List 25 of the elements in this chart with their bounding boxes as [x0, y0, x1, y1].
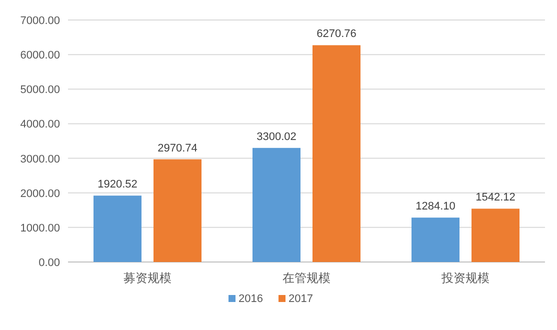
data-label: 3300.02 — [256, 130, 296, 143]
data-label: 6270.76 — [316, 28, 356, 40]
y-tick-label: 5000.00 — [20, 84, 60, 96]
legend-label: 2017 — [288, 293, 313, 305]
y-tick-label: 7000.00 — [20, 15, 60, 27]
data-label: 1542.12 — [476, 192, 516, 204]
bar — [412, 218, 460, 262]
bar — [472, 208, 520, 262]
bar — [94, 196, 142, 262]
x-tick-label: 投资规模 — [440, 271, 490, 285]
bar — [312, 45, 360, 262]
y-tick-label: 2000.00 — [20, 188, 60, 200]
y-tick-label: 0.00 — [38, 257, 60, 269]
x-tick-label: 在管规模 — [282, 271, 330, 285]
y-tick-label: 1000.00 — [20, 222, 60, 234]
y-tick-label: 3000.00 — [20, 153, 60, 166]
y-tick-label: 6000.00 — [20, 50, 60, 62]
data-label: 2970.74 — [158, 142, 198, 154]
bar — [154, 159, 202, 262]
data-label: 1920.52 — [98, 178, 138, 191]
bar — [252, 148, 300, 262]
y-tick-label: 4000.00 — [20, 118, 60, 131]
data-label: 1284.10 — [416, 200, 456, 213]
x-tick-label: 募资规模 — [124, 271, 172, 285]
legend-label: 2016 — [238, 293, 263, 305]
